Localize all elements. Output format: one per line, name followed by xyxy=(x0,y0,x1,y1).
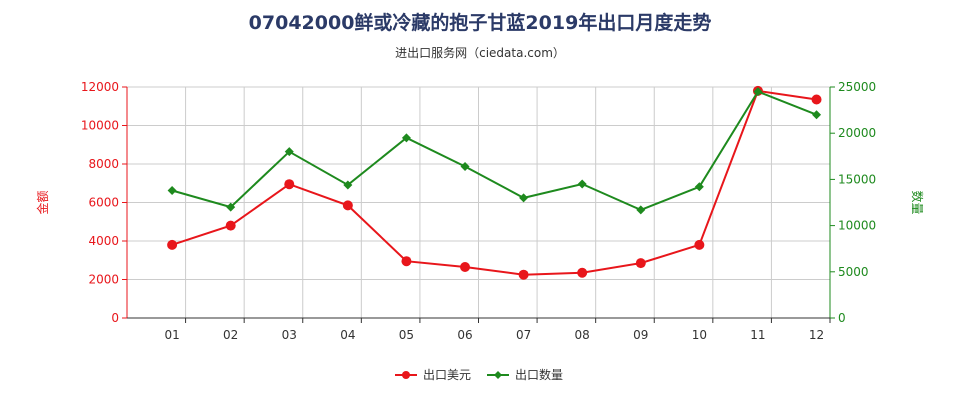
data-point-1 xyxy=(460,261,471,272)
data-point-1 xyxy=(577,267,588,278)
grid-layer xyxy=(126,86,831,319)
legend-marker-2 xyxy=(494,371,502,379)
data-point-1 xyxy=(225,220,236,231)
left-tick-label: 8000 xyxy=(88,157,119,171)
right-axis-title: 数量 xyxy=(910,190,925,214)
x-tick-label: 11 xyxy=(750,328,765,342)
data-point-2 xyxy=(753,87,763,97)
axis-layer: 0 2000 4000 6000 8000 10000 12000 0 5000 10000 150… xyxy=(35,80,925,342)
series-line-2 xyxy=(171,90,817,211)
x-tick-label: 09 xyxy=(633,328,648,342)
left-tick-label: 4000 xyxy=(88,234,119,248)
data-point-1 xyxy=(342,200,353,211)
left-tick-label: 2000 xyxy=(88,273,119,287)
data-point-2 xyxy=(812,110,822,120)
data-point-1 xyxy=(811,94,822,105)
data-point-2 xyxy=(284,147,294,157)
data-point-2 xyxy=(694,182,704,192)
data-point-2 xyxy=(226,202,236,212)
right-tick-label: 25000 xyxy=(838,80,876,94)
right-tick-label: 10000 xyxy=(838,219,876,233)
series-line-1 xyxy=(171,89,817,276)
data-point-1 xyxy=(401,256,412,267)
x-tick-label: 01 xyxy=(164,328,179,342)
data-point-2 xyxy=(519,193,529,203)
data-point-2 xyxy=(401,133,411,143)
data-point-1 xyxy=(518,269,529,280)
legend: 出口美元 出口数量 xyxy=(395,367,563,382)
data-point-1 xyxy=(694,239,705,250)
data-point-2 xyxy=(577,179,587,189)
x-tick-label: 07 xyxy=(516,328,531,342)
data-point-2 xyxy=(343,180,353,190)
x-tick-label: 02 xyxy=(223,328,238,342)
data-point-2 xyxy=(460,161,470,171)
right-tick-label: 0 xyxy=(838,311,846,325)
data-point-2 xyxy=(167,185,177,195)
x-tick-label: 04 xyxy=(340,328,355,342)
x-tick-label: 12 xyxy=(809,328,824,342)
legend-label-2: 出口数量 xyxy=(515,367,563,382)
legend-label-1: 出口美元 xyxy=(423,368,471,382)
chart-title: 07042000鲜或冷藏的抱子甘蓝2019年出口月度走势 xyxy=(248,12,712,34)
legend-marker-1 xyxy=(402,371,410,379)
left-axis-title: 金额 xyxy=(35,190,50,214)
left-tick-label: 12000 xyxy=(81,80,119,94)
x-tick-label: 05 xyxy=(399,328,414,342)
data-point-1 xyxy=(284,179,295,190)
data-point-2 xyxy=(636,205,646,215)
left-tick-label: 6000 xyxy=(88,196,119,210)
chart-subtitle: 进出口服务网（ciedata.com） xyxy=(395,46,565,60)
x-tick-label: 06 xyxy=(457,328,472,342)
x-tick-label: 10 xyxy=(692,328,707,342)
right-tick-label: 15000 xyxy=(838,172,876,186)
right-tick-label: 5000 xyxy=(838,265,869,279)
data-point-1 xyxy=(167,239,178,250)
x-tick-label: 08 xyxy=(575,328,590,342)
data-point-1 xyxy=(635,258,646,269)
right-tick-label: 20000 xyxy=(838,126,876,140)
left-tick-label: 10000 xyxy=(81,119,119,133)
x-tick-label: 03 xyxy=(282,328,297,342)
series-layer xyxy=(167,85,822,280)
left-tick-label: 0 xyxy=(111,311,119,325)
